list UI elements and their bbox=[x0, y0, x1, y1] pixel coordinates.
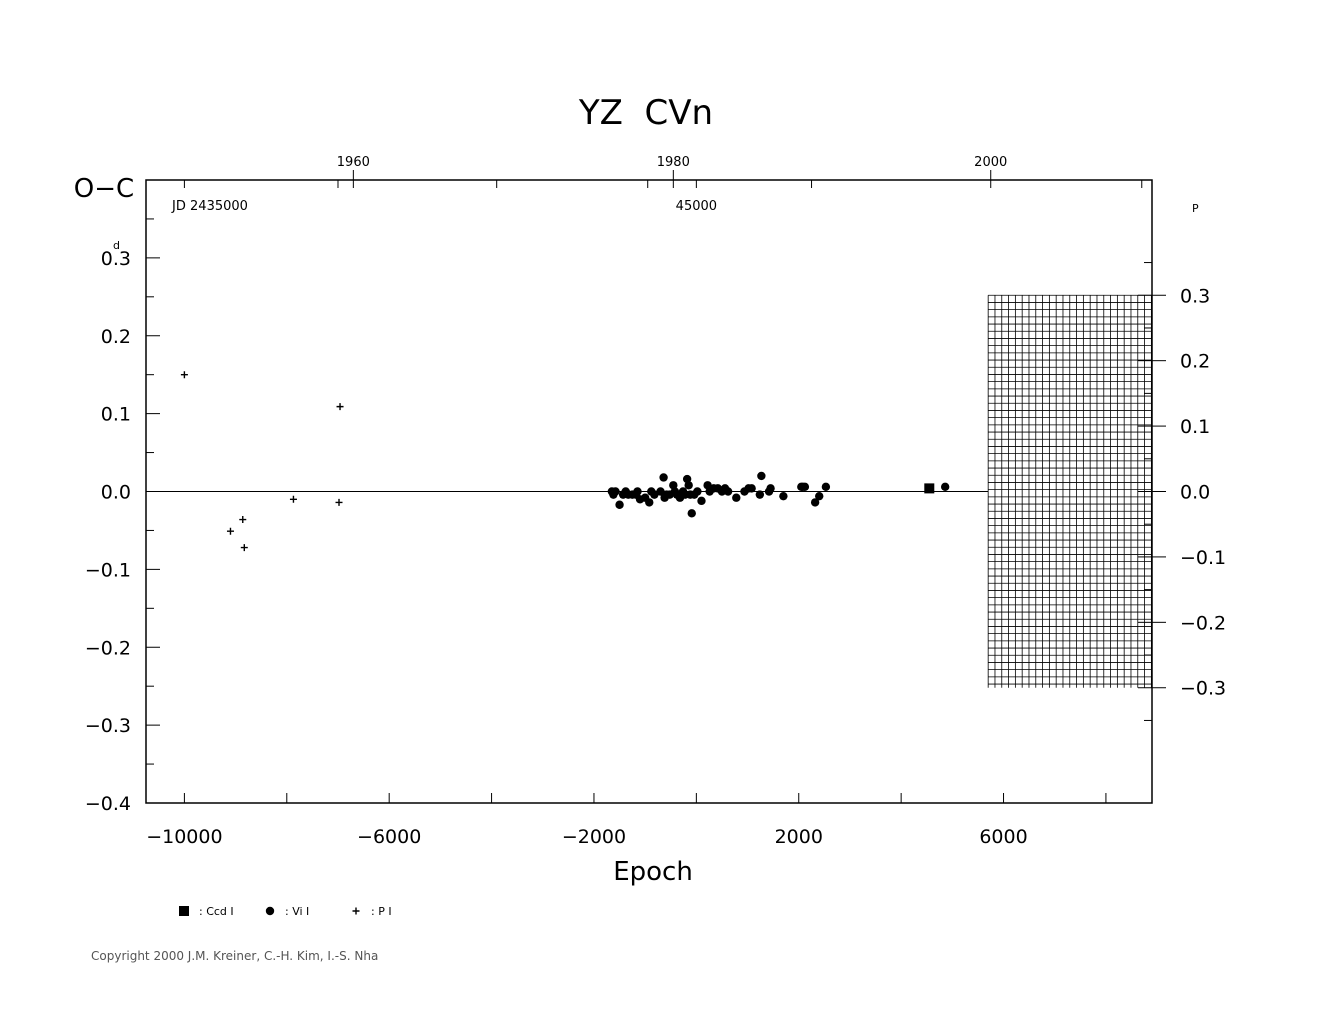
data-point-circle bbox=[779, 491, 788, 501]
right-y-tick-label: −0.3 bbox=[1180, 678, 1226, 700]
data-point-circle bbox=[633, 487, 642, 496]
data-point-plus bbox=[352, 907, 360, 915]
right-y-tick-label: 0.0 bbox=[1180, 482, 1210, 504]
data-point-circle bbox=[815, 491, 824, 501]
data-point-plus bbox=[336, 403, 344, 411]
right-y-tick-label: 0.2 bbox=[1180, 351, 1210, 373]
data-point-plus bbox=[239, 516, 247, 524]
right-y-tick-label: −0.2 bbox=[1180, 612, 1226, 634]
data-point-plus bbox=[289, 495, 297, 503]
y-unit-right: P bbox=[1192, 202, 1199, 215]
data-point-circle bbox=[615, 500, 624, 509]
axes: −10000 −6000 −2000 2000 6000 0.3 0.2 0.1 0.0 −0.1… bbox=[85, 155, 1226, 848]
data-point-circle bbox=[659, 473, 668, 482]
data-point-plus bbox=[335, 498, 343, 506]
legend-label: : P I bbox=[371, 905, 392, 918]
x-tick-label: −2000 bbox=[562, 826, 626, 848]
data-point-square bbox=[924, 483, 935, 494]
y-tick-label: −0.1 bbox=[85, 559, 131, 581]
x-tick-label: −6000 bbox=[357, 826, 421, 848]
y-tick-label: −0.3 bbox=[85, 715, 131, 737]
y-tick-label: 0.0 bbox=[101, 482, 131, 504]
jd-tick-label: 45000 bbox=[676, 199, 717, 214]
right-y-tick-label: 0.3 bbox=[1180, 285, 1210, 307]
data-point-circle bbox=[687, 509, 696, 518]
data-point-circle bbox=[810, 498, 820, 507]
copyright-note: Copyright 2000 J.M. Kreiner, C.-H. Kim, … bbox=[91, 949, 379, 963]
data-point-plus bbox=[180, 371, 188, 379]
chart-title: YZ CVn bbox=[578, 93, 713, 133]
year-tick-label: 1960 bbox=[337, 155, 370, 170]
y-tick-label: −0.4 bbox=[85, 793, 131, 815]
data-points bbox=[180, 371, 950, 552]
x-tick-label: −10000 bbox=[146, 826, 222, 848]
y-unit-left: d bbox=[113, 239, 120, 252]
legend-label: : Ccd I bbox=[199, 905, 234, 918]
data-point-circle bbox=[732, 493, 741, 502]
y-axis-label: O−C bbox=[74, 174, 134, 204]
right-y-tick-label: 0.1 bbox=[1180, 416, 1210, 438]
y-tick-label: 0.3 bbox=[101, 248, 131, 270]
data-point-circle bbox=[645, 498, 654, 507]
data-point-circle bbox=[697, 496, 706, 506]
jd-tick-label: JD 2435000 bbox=[171, 199, 248, 214]
data-point-circle bbox=[684, 481, 693, 490]
data-point-circle bbox=[821, 482, 831, 492]
data-point-circle bbox=[723, 487, 733, 496]
data-point-plus bbox=[226, 527, 234, 535]
data-point-square bbox=[179, 906, 189, 916]
x-tick-label: 2000 bbox=[775, 826, 823, 848]
data-point-circle bbox=[747, 484, 756, 493]
y-tick-label: 0.2 bbox=[101, 326, 131, 348]
data-point-plus bbox=[240, 544, 248, 552]
x-axis-label: Epoch bbox=[613, 857, 693, 887]
year-tick-label: 2000 bbox=[974, 155, 1007, 170]
data-point-circle bbox=[757, 471, 766, 481]
legend-label: : Vi I bbox=[285, 905, 309, 918]
right-y-tick-label: −0.1 bbox=[1180, 547, 1226, 569]
data-point-circle bbox=[755, 490, 765, 499]
data-point-circle bbox=[940, 482, 950, 492]
data-point-circle bbox=[265, 906, 275, 916]
x-tick-label: 6000 bbox=[979, 826, 1027, 848]
hatched-grid bbox=[987, 294, 1152, 688]
year-tick-label: 1980 bbox=[657, 155, 690, 170]
y-tick-label: 0.1 bbox=[101, 404, 131, 426]
legend: : Ccd I : Vi I : P I bbox=[179, 905, 392, 918]
data-point-circle bbox=[611, 487, 620, 496]
data-point-circle bbox=[766, 484, 775, 493]
data-point-circle bbox=[693, 487, 702, 496]
y-tick-label: −0.2 bbox=[85, 637, 131, 659]
data-point-circle bbox=[800, 482, 810, 492]
